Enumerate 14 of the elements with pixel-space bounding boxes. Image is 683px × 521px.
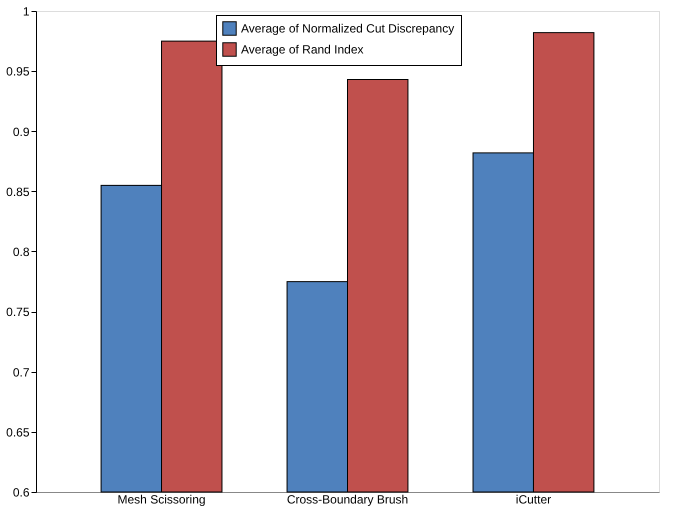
y-tick-label: 0.95 — [6, 64, 30, 79]
y-tick-label: 0.75 — [6, 305, 30, 320]
y-tick-label: 0.65 — [6, 425, 30, 440]
x-tick-label: Cross-Boundary Brush — [286, 492, 408, 506]
legend-label: Average of Normalized Cut Discrepancy — [241, 22, 454, 36]
legend-label: Average of Rand Index — [241, 42, 364, 56]
x-tick-label: iCutter — [516, 492, 552, 506]
y-tick-label: 0.7 — [12, 365, 30, 380]
y-tick-label: 0.85 — [6, 184, 30, 199]
y-tick-label: 0.9 — [12, 124, 30, 139]
y-tick-label: 0.8 — [12, 245, 30, 259]
x-tick-label: Mesh Scissoring — [118, 492, 206, 506]
y-tick-label: 1 — [22, 4, 30, 18]
y-tick-label: 0.6 — [12, 486, 30, 500]
